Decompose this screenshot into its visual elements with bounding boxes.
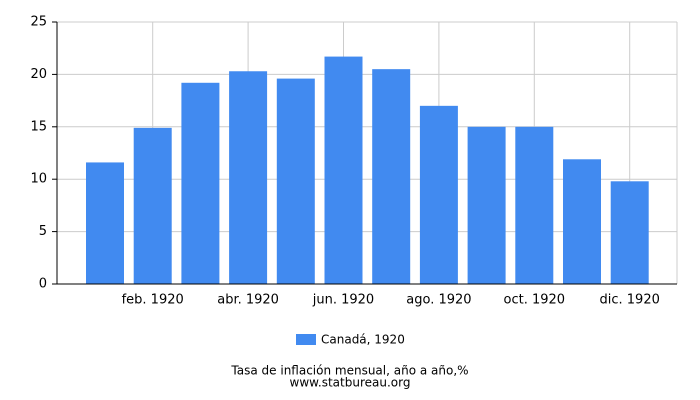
- x-tick-label: oct. 1920: [504, 293, 566, 308]
- legend-swatch: [296, 334, 316, 345]
- x-tick-label: dic. 1920: [600, 293, 660, 308]
- bar: [276, 78, 315, 284]
- chart-title: Tasa de inflación mensual, año a año,%: [230, 364, 468, 378]
- y-tick-label: 20: [30, 67, 47, 82]
- bar: [563, 159, 601, 284]
- legend-label: Canadá, 1920: [321, 333, 405, 347]
- bar: [419, 105, 458, 284]
- bar: [515, 126, 554, 284]
- y-tick-label: 25: [30, 15, 47, 30]
- x-tick-label: abr. 1920: [217, 293, 279, 308]
- bar: [133, 127, 172, 285]
- y-tick-label: 10: [30, 172, 47, 187]
- bar: [181, 82, 220, 284]
- bar: [467, 126, 506, 284]
- y-tick-label: 5: [39, 224, 47, 239]
- x-tick-label: feb. 1920: [122, 293, 184, 308]
- y-tick-label: 15: [30, 119, 47, 134]
- x-tick-label: jun. 1920: [312, 293, 374, 308]
- bar: [229, 71, 268, 284]
- y-tick-label: 0: [39, 277, 47, 292]
- bar: [86, 162, 124, 284]
- x-tick-label: ago. 1920: [406, 293, 471, 308]
- source: www.statbureau.org: [290, 376, 411, 390]
- bar: [324, 56, 363, 284]
- bar: [610, 181, 649, 284]
- bar: [372, 69, 411, 284]
